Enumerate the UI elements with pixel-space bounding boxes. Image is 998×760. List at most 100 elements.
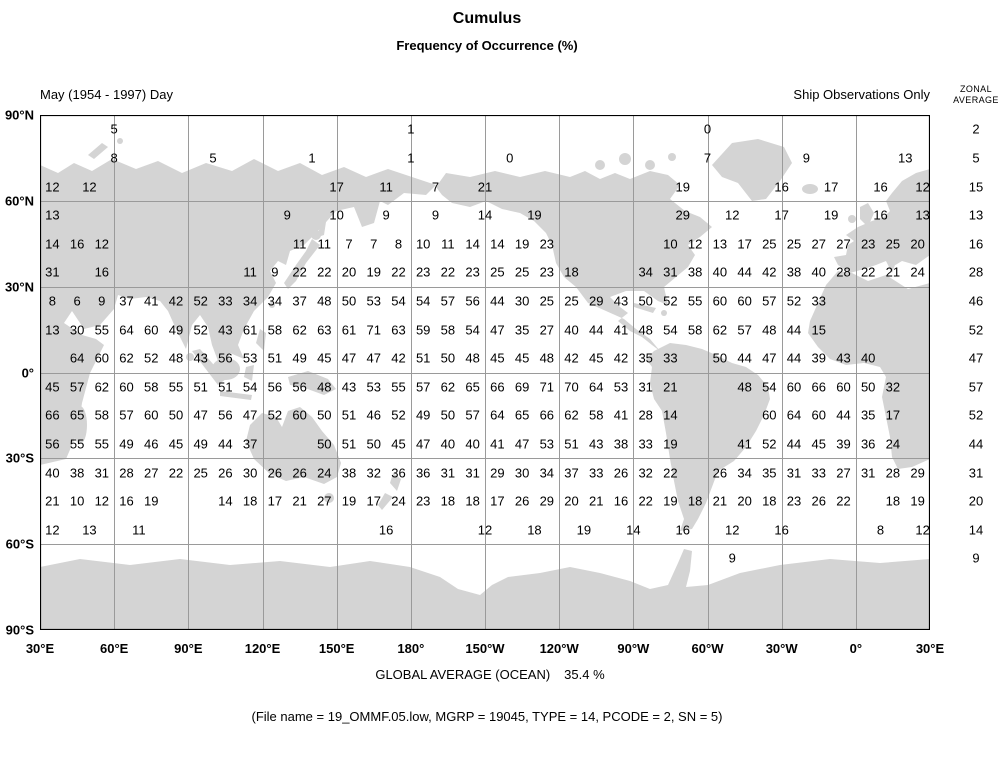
cell-value: 25 [885, 236, 901, 252]
cell-value: 45 [514, 350, 530, 366]
cell-value: 48 [762, 322, 777, 338]
cell-value: 19 [527, 207, 542, 223]
cell-value: 40 [712, 264, 728, 280]
cell-value: 64 [786, 407, 802, 423]
cell-value: 43 [341, 379, 357, 395]
x-axis-tick-label: 120°W [539, 641, 579, 656]
cell-value: 33 [218, 293, 233, 309]
cell-value: 47 [366, 350, 381, 366]
cell-value: 9 [271, 264, 279, 280]
cell-value: 12 [45, 522, 60, 538]
cell-value: 7 [431, 179, 440, 195]
cell-value: 65 [69, 407, 85, 423]
cell-value: 28 [885, 465, 901, 481]
cell-value: 44 [737, 350, 752, 366]
landmass-europe [834, 169, 930, 273]
cell-value: 12 [94, 493, 110, 509]
cell-value: 32 [366, 465, 381, 481]
landmass-tasmania [324, 493, 334, 503]
zonal-average-value: 9 [972, 550, 980, 566]
cell-value: 26 [613, 465, 629, 481]
landmass-madagascar [73, 406, 87, 444]
cell-value: 47 [514, 436, 530, 452]
cell-value: 50 [317, 436, 332, 452]
y-axis-tick-label: 30°S [5, 450, 34, 466]
cell-value: 41 [490, 436, 505, 452]
cell-value: 18 [242, 493, 258, 509]
zonal-average-value: 28 [968, 264, 984, 280]
cell-value: 27 [836, 236, 851, 252]
cell-value: 1 [407, 150, 415, 166]
cell-value: 17 [885, 407, 901, 423]
cell-value: 31 [638, 379, 653, 395]
cell-value: 8 [110, 150, 118, 166]
cell-value: 53 [539, 436, 555, 452]
cell-value: 9 [802, 150, 810, 166]
cell-value: 34 [539, 465, 555, 481]
cell-value: 47 [193, 407, 208, 423]
cell-value: 42 [391, 350, 406, 366]
cell-value: 13 [898, 150, 913, 166]
cell-value: 50 [366, 436, 381, 452]
cell-value: 20 [737, 493, 752, 509]
cell-value: 64 [589, 379, 604, 395]
cell-value: 51 [267, 350, 283, 366]
landmass-ireland [848, 215, 856, 223]
cell-value: 62 [292, 322, 307, 338]
cell-value: 22 [663, 465, 678, 481]
cell-value: 71 [539, 379, 555, 395]
cell-value: 64 [490, 407, 505, 423]
landmass-japan [284, 239, 320, 289]
cell-value: 52 [193, 293, 208, 309]
cell-value: 55 [94, 436, 110, 452]
cell-value: 45 [45, 379, 60, 395]
cell-value: 18 [465, 493, 480, 509]
cell-value: 35 [638, 350, 653, 366]
cell-value: 21 [712, 493, 728, 509]
cell-value: 62 [94, 379, 110, 395]
cell-value: 37 [292, 293, 307, 309]
cell-value: 55 [391, 379, 406, 395]
cell-value: 23 [539, 236, 555, 252]
cell-value: 17 [490, 493, 505, 509]
cell-value: 12 [82, 179, 97, 195]
cell-value: 58 [94, 407, 110, 423]
cell-value: 13 [915, 207, 930, 223]
cell-value: 23 [860, 236, 876, 252]
cell-value: 62 [564, 407, 579, 423]
cell-value: 32 [638, 465, 653, 481]
cell-value: 21 [589, 493, 604, 509]
zonal-average-value: 5 [972, 150, 980, 166]
cell-value: 31 [860, 465, 876, 481]
cell-value: 50 [168, 407, 184, 423]
cell-value: 36 [415, 465, 431, 481]
cell-value: 40 [45, 465, 60, 481]
cell-value: 28 [836, 264, 851, 280]
cell-value: 46 [144, 436, 159, 452]
cell-value: 60 [144, 407, 159, 423]
cell-value: 24 [317, 465, 332, 481]
cell-value: 22 [292, 264, 307, 280]
cell-value: 19 [663, 436, 678, 452]
y-axis-tick-label: 60°N [4, 193, 34, 209]
cell-value: 6 [73, 293, 81, 309]
cell-value: 11 [379, 179, 393, 195]
cell-value: 35 [860, 407, 876, 423]
cell-value: 53 [613, 379, 629, 395]
cell-value: 42 [168, 293, 184, 309]
cell-value: 43 [589, 436, 604, 452]
cell-value: 66 [45, 407, 60, 423]
cell-value: 51 [218, 379, 233, 395]
landmass-arctic-archipelago-3 [645, 160, 655, 170]
cell-value: 16 [378, 522, 394, 538]
cell-value: 13 [45, 322, 60, 338]
cell-value: 29 [539, 493, 555, 509]
cell-value: 17 [774, 207, 789, 223]
cell-value: 18 [762, 493, 777, 509]
landmass-new-zealand-north [390, 473, 401, 491]
zonal-average-value: 2 [972, 121, 980, 137]
cell-value: 54 [415, 293, 431, 309]
zonal-header-line2: AVERAGE [953, 95, 998, 105]
cell-value: 10 [415, 236, 431, 252]
landmass-sakhalin [318, 209, 328, 237]
